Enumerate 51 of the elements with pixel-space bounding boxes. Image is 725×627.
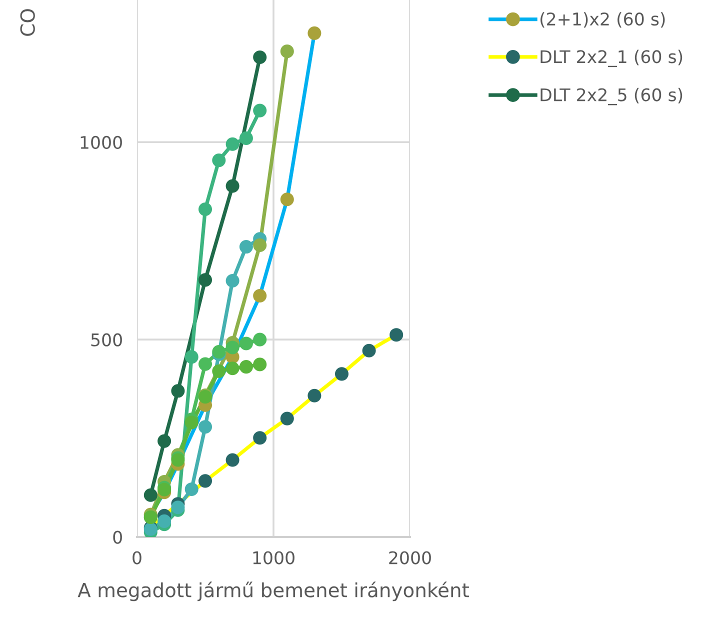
point (158, 434, 172, 448)
point (184, 482, 198, 496)
point (144, 488, 158, 502)
y-tick-label: 0 (113, 530, 122, 544)
point (226, 137, 240, 151)
point (308, 26, 322, 40)
legend-label: DLT 2x2_1 (60 s) (540, 50, 682, 68)
point (226, 179, 240, 193)
point (253, 288, 267, 303)
point (226, 274, 240, 288)
point (253, 50, 267, 64)
x-tick-label: 2000 (389, 551, 431, 564)
point (198, 420, 212, 434)
x-axis-title: A megadott jármű bemenet irányonként (78, 582, 469, 602)
y-tick-label: 500 (91, 333, 122, 346)
point (226, 362, 240, 376)
point (253, 332, 267, 346)
point (184, 350, 198, 364)
point (334, 367, 349, 381)
point (253, 238, 267, 252)
point (171, 500, 185, 514)
point (212, 364, 226, 378)
point (280, 192, 294, 206)
point (239, 360, 253, 374)
point (184, 416, 198, 430)
point (198, 202, 212, 216)
point (198, 474, 212, 488)
legend-label: (2+1)x2 (60 s) (540, 12, 665, 28)
point (390, 328, 404, 342)
point (198, 357, 212, 371)
legend-label: DLT 2x2_5 (60 s) (540, 88, 682, 106)
point (280, 412, 294, 426)
point (253, 358, 267, 372)
point (171, 384, 185, 398)
point (362, 344, 376, 358)
point (198, 273, 212, 287)
point (239, 240, 253, 254)
x-tick-label: 1000 (253, 551, 294, 564)
point (212, 154, 226, 168)
point (308, 388, 322, 402)
point (253, 104, 267, 118)
y-tick-label: 1000 (80, 136, 122, 149)
point (226, 340, 240, 354)
point (239, 336, 253, 350)
point (253, 431, 267, 445)
point (158, 514, 172, 528)
point (280, 44, 294, 58)
point (226, 453, 240, 467)
point (239, 131, 253, 145)
y-axis-title: CO (20, 9, 35, 36)
x-tick-label: 0 (132, 551, 142, 564)
